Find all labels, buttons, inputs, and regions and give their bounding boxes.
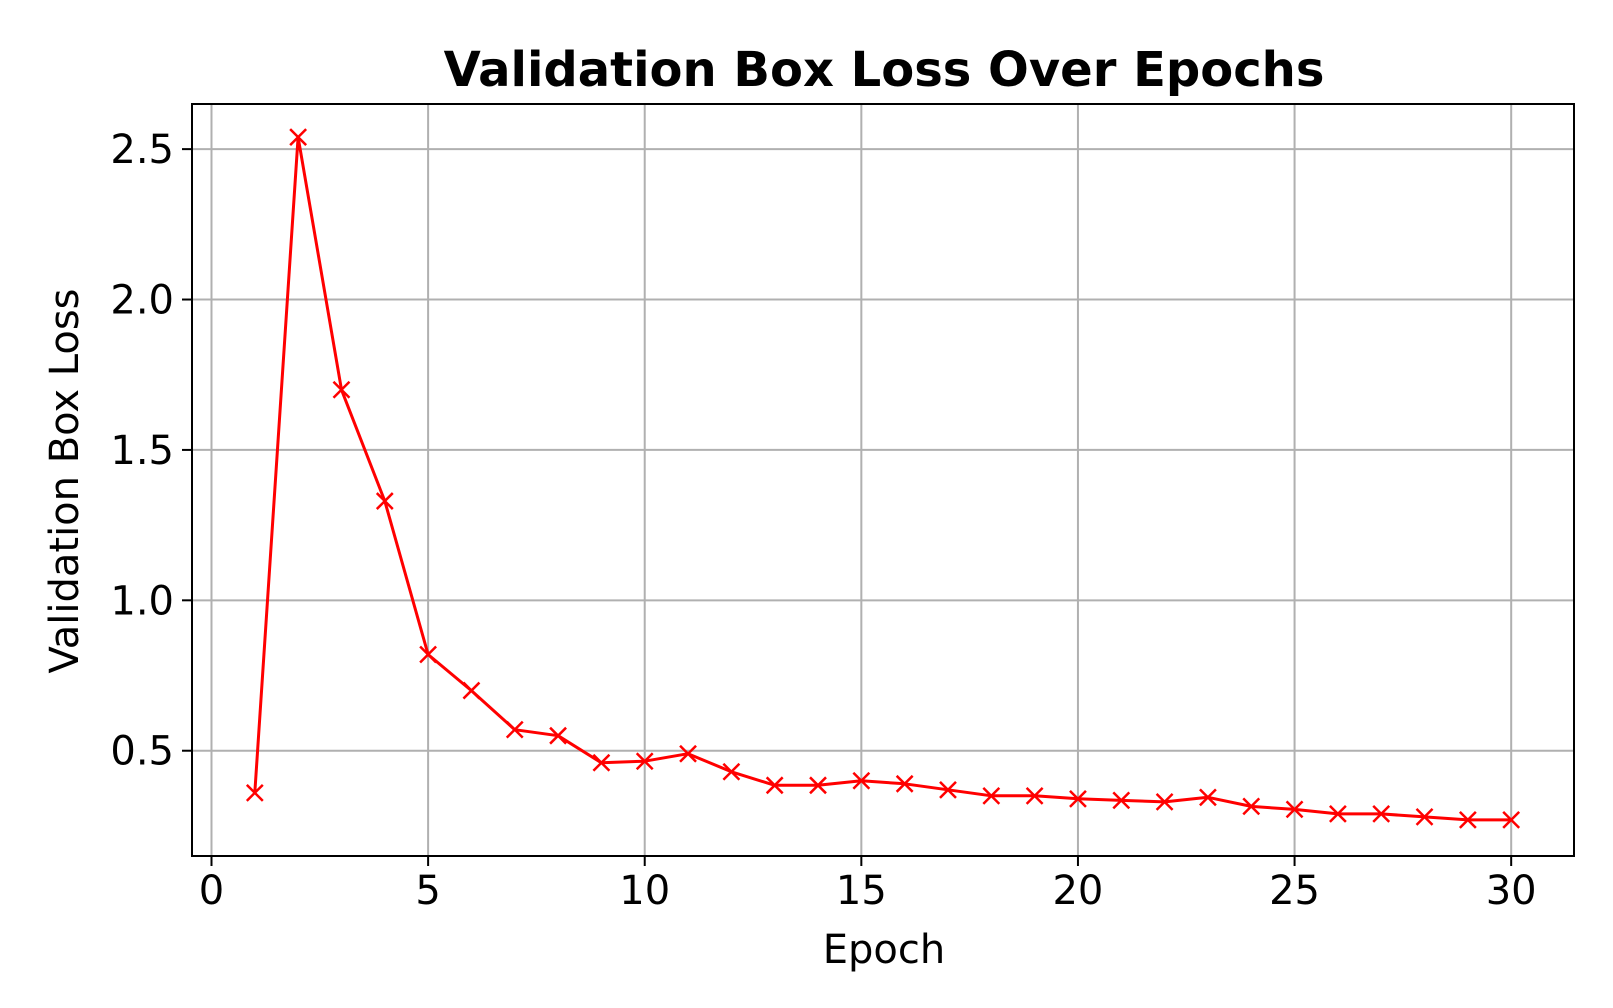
data-point-marker [1415,808,1434,826]
marker-stroke [1155,792,1174,811]
marker-stroke [1199,788,1217,807]
marker-stroke [332,380,351,399]
data-point-marker [895,774,914,793]
marker-stroke [1069,789,1087,808]
marker-stroke [939,780,957,799]
data-point-marker [245,783,264,802]
series-layer [245,128,1521,829]
marker-stroke [1112,791,1131,810]
data-point-marker [1112,791,1131,810]
data-point-marker [1372,805,1391,823]
data-point-marker [592,753,611,772]
data-point-marker [1025,786,1044,805]
marker-stroke [462,681,481,700]
marker-stroke [1242,797,1261,816]
data-point-marker [809,776,827,795]
y-tick-label: 1.0 [110,578,174,624]
data-point-marker [1242,797,1261,816]
data-point-marker [289,128,308,146]
marker-stroke [289,128,308,146]
marker-stroke [982,786,1001,805]
data-point-marker [722,762,741,781]
marker-stroke [895,774,914,793]
marker-stroke [1415,808,1434,826]
data-point-marker [375,492,394,510]
data-point-marker [505,720,524,739]
chart-title: Validation Box Loss Over Epochs [444,42,1325,98]
data-point-marker [852,771,871,790]
data-point-marker [1329,805,1347,823]
marker-stroke [419,645,437,664]
marker-stroke [765,776,784,795]
marker-stroke [245,783,264,802]
x-tick-label: 30 [1486,868,1537,914]
y-tick-label: 1.5 [110,428,174,474]
marker-stroke [1329,805,1347,823]
marker-stroke [592,753,611,772]
x-tick-label: 5 [415,868,440,914]
data-point-marker [765,776,784,795]
x-tick-label: 15 [836,868,887,914]
data-point-marker [332,380,351,399]
marker-stroke [679,744,697,763]
marker-stroke [375,492,394,510]
x-tick-label: 25 [1269,868,1320,914]
marker-stroke [1025,786,1044,805]
x-tick-label: 0 [199,868,224,914]
y-tick-label: 2.0 [110,278,174,324]
data-point-marker [982,786,1001,805]
data-point-marker [1458,811,1477,829]
ticks: 0 5 10 15 20 25 30 0.5 1.0 1.5 2.0 2.5 [110,127,1536,914]
data-point-marker [1069,789,1087,808]
marker-stroke [549,726,567,745]
axes-frame [191,103,1575,857]
marker-stroke [1502,811,1521,829]
marker-stroke [852,771,871,790]
marker-stroke [635,752,654,771]
data-point-marker [1199,788,1217,807]
y-tick-label: 0.5 [110,729,174,775]
x-tick-label: 10 [619,868,670,914]
data-point-marker [1155,792,1174,811]
marker-stroke [809,776,827,795]
data-point-marker [419,645,437,664]
x-tick-label: 20 [1052,868,1103,914]
data-point-marker [1502,811,1521,829]
marker-stroke [722,762,741,781]
data-point-marker [679,744,697,763]
y-axis-label: Validation Box Loss [42,288,88,673]
marker-stroke [1458,811,1477,829]
marker-stroke [1285,800,1304,819]
data-point-marker [1285,800,1304,819]
marker-stroke [1372,805,1391,823]
data-point-marker [549,726,567,745]
data-point-marker [939,780,957,799]
x-axis-label: Epoch [823,927,945,973]
data-point-marker [635,752,654,771]
data-point-marker [462,681,481,700]
marker-stroke [505,720,524,739]
grid [192,104,1574,856]
y-tick-label: 2.5 [110,127,174,173]
